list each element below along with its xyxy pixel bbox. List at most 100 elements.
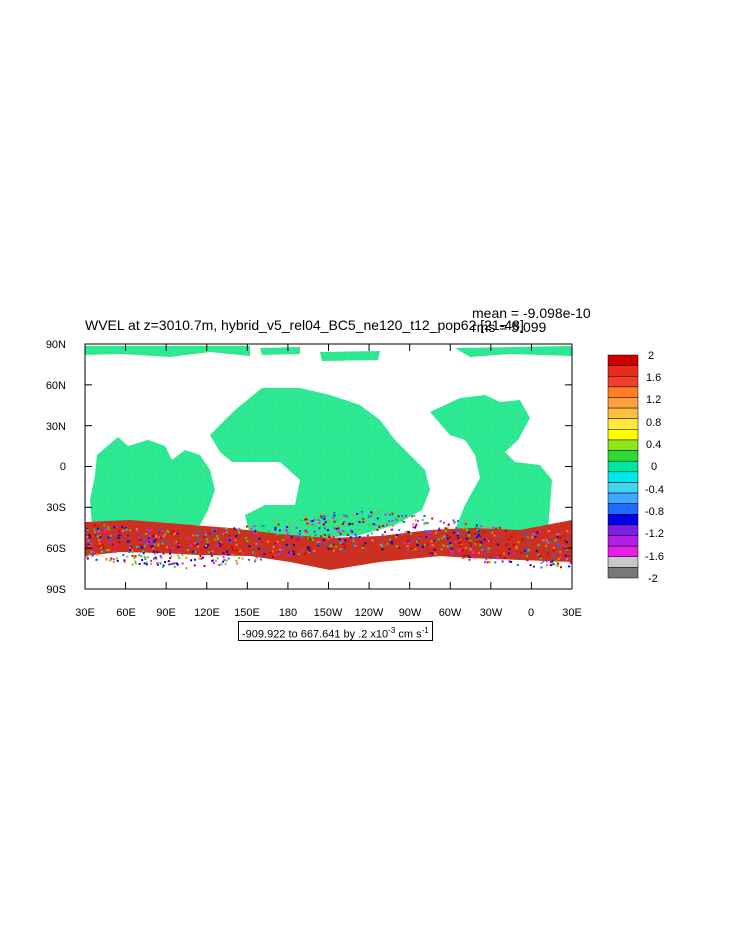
speckle — [318, 521, 321, 524]
speckle — [508, 560, 511, 563]
speckle — [177, 554, 180, 557]
speckle — [336, 531, 339, 534]
speckle — [550, 542, 553, 545]
speckle — [468, 558, 471, 561]
speckle — [204, 545, 207, 547]
colorbar-box — [607, 365, 639, 377]
speckle — [87, 539, 90, 542]
speckle — [390, 540, 393, 543]
speckle — [564, 554, 567, 557]
speckle — [85, 532, 88, 534]
speckle — [457, 520, 459, 523]
speckle — [214, 538, 217, 541]
speckle — [152, 547, 155, 550]
speckle — [395, 535, 398, 538]
speckle — [333, 520, 336, 523]
speckle — [262, 525, 265, 527]
speckle — [231, 548, 234, 551]
speckle — [297, 537, 299, 539]
speckle — [499, 554, 502, 557]
speckle — [332, 549, 335, 552]
speckle — [429, 530, 432, 533]
indian-ocean — [90, 437, 215, 530]
speckle — [458, 542, 461, 544]
speckle — [551, 560, 554, 563]
speckle — [541, 539, 544, 542]
speckle — [158, 531, 161, 534]
speckle — [503, 557, 506, 560]
speckle — [99, 542, 102, 545]
y-axis-labels: 90N 60N 30N 0 30S 60S 90S — [46, 339, 66, 596]
speckle — [101, 550, 103, 553]
speckle — [552, 546, 555, 549]
speckle — [446, 537, 449, 540]
speckle — [118, 534, 120, 537]
speckle — [239, 549, 242, 552]
speckle — [468, 555, 471, 558]
speckle — [343, 514, 345, 517]
speckle — [88, 534, 91, 537]
speckle — [134, 562, 137, 565]
speckle — [462, 527, 465, 530]
speckle — [198, 557, 201, 560]
speckle — [352, 514, 355, 517]
colorbar-box — [607, 524, 639, 536]
speckle — [346, 533, 349, 536]
speckle — [304, 529, 307, 532]
speckle — [205, 546, 208, 549]
speckle — [107, 536, 110, 539]
speckle — [424, 543, 427, 546]
speckle — [218, 564, 221, 567]
speckle — [172, 530, 175, 532]
speckle — [143, 537, 145, 540]
speckle — [372, 523, 375, 526]
speckle — [155, 534, 158, 537]
speckle — [407, 542, 410, 545]
speckle — [175, 532, 178, 535]
speckle — [150, 562, 153, 565]
speckle — [545, 544, 548, 547]
speckle — [150, 541, 153, 544]
speckle — [357, 528, 360, 531]
speckle — [475, 526, 478, 529]
speckle — [476, 529, 479, 532]
speckle — [476, 535, 479, 538]
speckle — [445, 527, 448, 530]
speckle — [271, 550, 274, 553]
speckle — [224, 563, 227, 566]
speckle — [264, 549, 267, 552]
speckle — [223, 532, 226, 535]
speckle — [461, 533, 464, 536]
speckle — [360, 517, 363, 519]
y-label-60n: 60N — [46, 380, 66, 392]
speckle — [226, 550, 229, 553]
speckle — [342, 521, 345, 523]
speckle — [229, 541, 232, 544]
speckle — [496, 543, 499, 546]
colorbar-label: 0.4 — [646, 439, 661, 451]
speckle — [437, 538, 440, 541]
speckle — [414, 524, 417, 527]
pacific-ocean — [210, 388, 430, 538]
speckle — [546, 541, 548, 544]
colorbar-label: 0 — [651, 461, 657, 473]
speckle — [505, 529, 507, 532]
speckle — [170, 563, 173, 565]
speckle — [238, 527, 241, 530]
speckle — [207, 551, 210, 554]
speckle — [360, 510, 363, 513]
speckle — [215, 559, 217, 562]
speckle — [479, 535, 481, 538]
speckle — [287, 554, 289, 557]
speckle — [433, 548, 436, 551]
speckle — [143, 562, 146, 565]
speckle — [557, 544, 560, 547]
speckle — [316, 541, 319, 543]
speckle — [203, 565, 206, 567]
speckle — [526, 559, 529, 562]
speckle — [123, 561, 126, 564]
speckle — [549, 564, 552, 567]
speckle — [568, 565, 571, 568]
speckle — [345, 521, 348, 524]
speckle — [459, 544, 462, 547]
